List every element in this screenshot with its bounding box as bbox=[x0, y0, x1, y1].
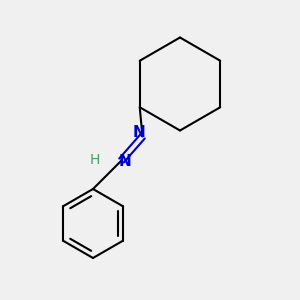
Text: N: N bbox=[133, 125, 146, 140]
Text: H: H bbox=[89, 154, 100, 167]
Text: N: N bbox=[118, 154, 131, 169]
